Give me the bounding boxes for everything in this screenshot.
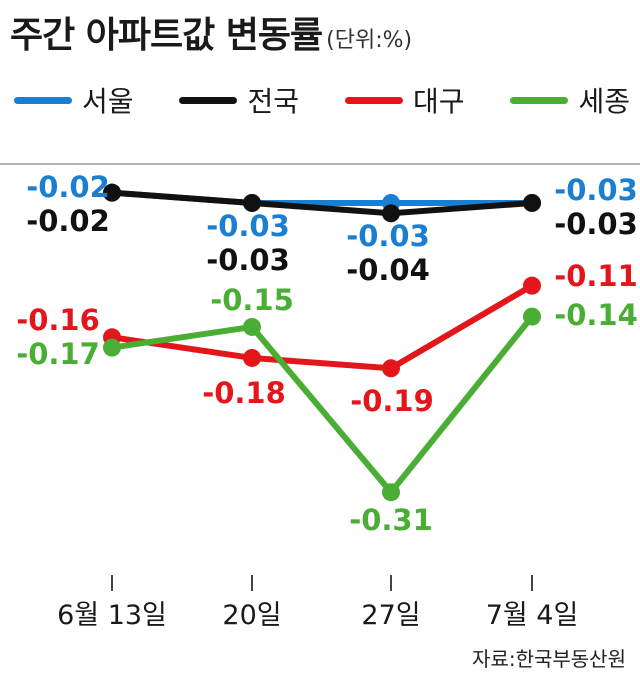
chart-title: 주간 아파트값 변동률 xyxy=(10,15,323,56)
legend-item-sejong: 세종 xyxy=(510,80,630,120)
legend-swatch-national xyxy=(179,96,238,104)
series-line-sejong xyxy=(109,313,535,496)
value-label-daegu-0: -0.16 xyxy=(16,303,100,337)
legend-item-national: 전국 xyxy=(179,80,299,120)
point-national-2 xyxy=(382,204,400,223)
point-sejong-0 xyxy=(103,338,121,357)
series-line-national xyxy=(109,189,535,217)
value-label-daegu-2: -0.19 xyxy=(350,384,434,418)
point-national-1 xyxy=(243,193,261,212)
point-daegu-3 xyxy=(523,276,541,295)
x-tick-label-2: 27일 xyxy=(361,600,420,631)
legend: 서울 전국 대구 세종 xyxy=(14,80,630,120)
legend-item-seoul: 서울 xyxy=(14,80,134,120)
value-label-national-3: -0.03 xyxy=(554,207,638,241)
legend-label-seoul: 서울 xyxy=(82,85,134,118)
value-label-sejong-3: -0.14 xyxy=(554,298,638,332)
legend-item-daegu: 대구 xyxy=(344,80,465,120)
value-label-national-2: -0.04 xyxy=(346,253,430,287)
value-label-sejong-0: -0.17 xyxy=(16,337,100,371)
point-sejong-3 xyxy=(523,307,541,326)
value-label-national-1: -0.03 xyxy=(206,243,290,277)
point-daegu-1 xyxy=(243,348,261,367)
legend-swatch-daegu xyxy=(344,96,403,104)
value-label-sejong-2: -0.31 xyxy=(349,503,433,537)
series-line-daegu xyxy=(109,282,535,372)
legend-swatch-sejong xyxy=(510,96,569,104)
value-label-seoul-1: -0.03 xyxy=(206,209,290,243)
point-sejong-2 xyxy=(382,483,400,502)
value-label-seoul-2: -0.03 xyxy=(346,219,430,253)
value-label-national-0: -0.02 xyxy=(26,204,110,238)
value-label-seoul-3: -0.03 xyxy=(554,173,638,207)
value-label-sejong-1: -0.15 xyxy=(210,283,294,317)
value-label-daegu-1: -0.18 xyxy=(202,376,286,410)
x-tick-label-0: 6월 13일 xyxy=(57,600,167,631)
value-label-daegu-3: -0.11 xyxy=(554,259,638,293)
legend-label-daegu: 대구 xyxy=(412,85,465,118)
point-sejong-1 xyxy=(243,317,261,336)
legend-label-national: 전국 xyxy=(247,85,300,118)
legend-label-sejong: 세종 xyxy=(578,85,630,118)
unit-label: (단위:%) xyxy=(326,28,413,53)
point-daegu-2 xyxy=(382,359,400,378)
x-tick-label-1: 20일 xyxy=(222,600,281,631)
title-row: 주간 아파트값 변동률 (단위:%) xyxy=(10,6,412,58)
x-tick-label-3: 7월 4일 xyxy=(486,600,579,631)
point-national-3 xyxy=(523,193,541,212)
legend-swatch-seoul xyxy=(14,96,72,104)
point-national-0 xyxy=(103,183,121,202)
value-label-seoul-0: -0.02 xyxy=(26,170,110,204)
source-note: 자료:한국부동산원 xyxy=(472,647,626,671)
